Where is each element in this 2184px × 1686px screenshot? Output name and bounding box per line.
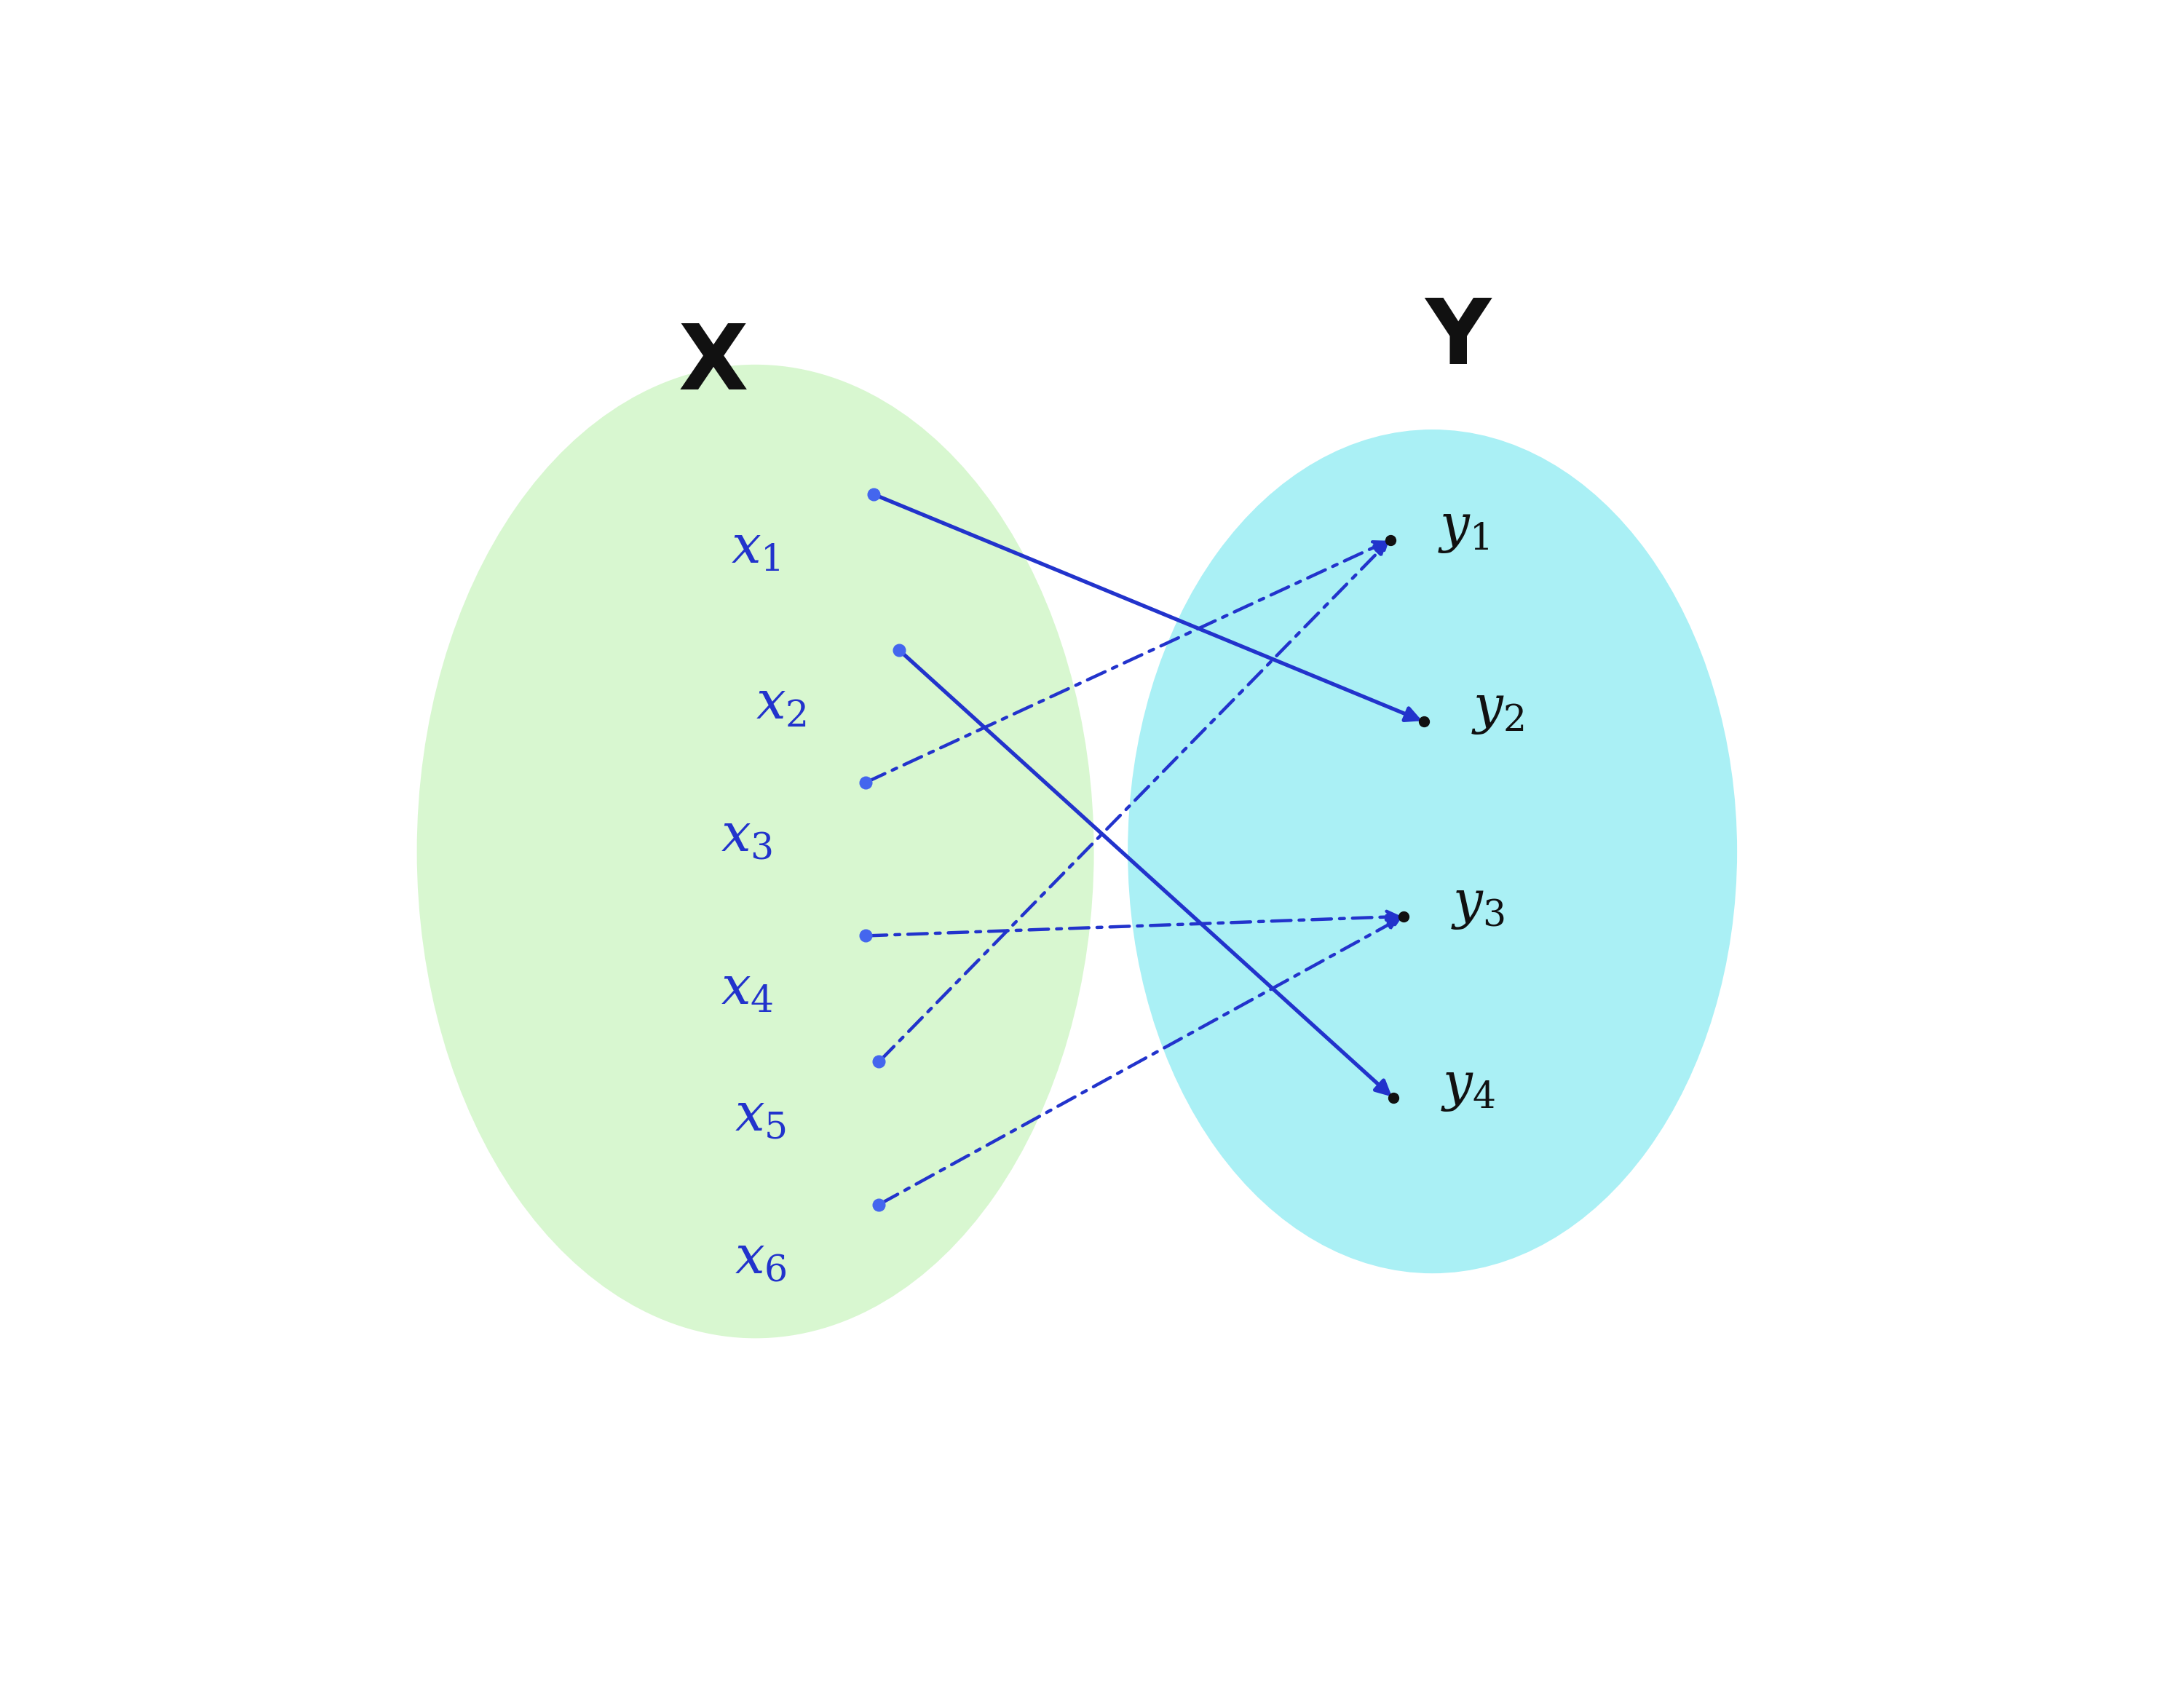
Text: $x_{2}$: $x_{2}$ xyxy=(756,679,806,730)
Text: $y_{2}$: $y_{2}$ xyxy=(1472,686,1524,737)
Ellipse shape xyxy=(1127,430,1736,1273)
Text: Y: Y xyxy=(1424,295,1492,383)
Text: $x_{3}$: $x_{3}$ xyxy=(721,813,773,862)
Ellipse shape xyxy=(417,364,1094,1339)
Text: $y_{4}$: $y_{4}$ xyxy=(1441,1062,1496,1113)
Text: $y_{3}$: $y_{3}$ xyxy=(1450,880,1505,931)
Text: X: X xyxy=(677,320,749,408)
Text: $x_{5}$: $x_{5}$ xyxy=(734,1091,786,1141)
Text: $y_{1}$: $y_{1}$ xyxy=(1437,504,1489,555)
Text: $x_{6}$: $x_{6}$ xyxy=(734,1234,786,1285)
Text: $x_{1}$: $x_{1}$ xyxy=(732,524,780,573)
Text: $x_{4}$: $x_{4}$ xyxy=(721,964,773,1015)
